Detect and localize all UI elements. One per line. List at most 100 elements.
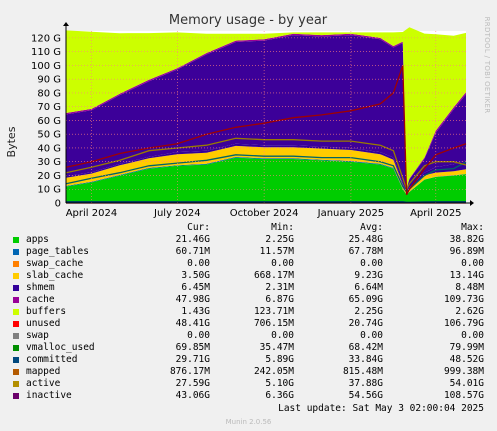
legend-cur: 6.45M	[181, 282, 210, 293]
legend-row-cache: cache 47.98G 6.87G 65.09G 109.73G	[10, 294, 492, 306]
legend-cur: 0.00	[187, 330, 210, 341]
legend-min: 2.31M	[265, 282, 294, 293]
legend-cur: 27.59G	[175, 378, 210, 389]
last-update: Last update: Sat May 3 02:00:04 2025	[278, 403, 484, 414]
header-avg: Avg:	[360, 222, 383, 233]
legend-row-committed: committed 29.71G 5.89G 33.84G 48.52G	[10, 354, 492, 366]
legend-row-mapped: mapped 876.17M 242.05M 815.48M 999.38M	[10, 366, 492, 378]
y-axis-arrow	[63, 22, 69, 26]
legend-max: 8.48M	[455, 282, 484, 293]
y-tick-label: 10 G	[37, 185, 61, 196]
line-committed	[65, 154, 467, 194]
legend-name: slab_cache	[26, 270, 84, 281]
header-min: Min:	[271, 222, 294, 233]
header-cur: Cur:	[187, 222, 210, 233]
y-tick-label: 40 G	[37, 143, 61, 154]
y-tick-label: 50 G	[37, 130, 61, 141]
legend-max: 999.38M	[443, 366, 484, 377]
legend-avg: 67.78M	[348, 246, 383, 257]
legend-row-shmem: shmem 6.45M 2.31M 6.64M 8.48M	[10, 282, 492, 294]
legend-max: 38.82G	[449, 234, 484, 245]
legend-name: page_tables	[26, 246, 89, 257]
area-apps	[66, 157, 466, 203]
legend-min: 706.15M	[253, 318, 294, 329]
y-tick-label: 30 G	[37, 157, 61, 168]
munin-version: Munin 2.0.56	[225, 418, 272, 426]
legend-cur: 0.00	[187, 258, 210, 269]
y-tick-label: 0	[55, 199, 61, 210]
legend-cur: 21.46G	[175, 234, 210, 245]
line-active	[65, 137, 467, 191]
legend-avg: 2.25G	[354, 306, 383, 317]
legend-name: vmalloc_used	[26, 342, 95, 353]
legend-name: inactive	[26, 390, 72, 401]
legend-row-unused: unused 48.41G 706.15M 20.74G 106.79G	[10, 318, 492, 330]
legend-min: 11.57M	[259, 246, 294, 257]
area-unused	[66, 27, 466, 188]
legend-max: 54.01G	[449, 378, 484, 389]
legend-max: 79.99M	[449, 342, 484, 353]
y-tick-label: 20 G	[37, 171, 61, 182]
legend-swatch	[13, 309, 19, 315]
legend-max: 0.00	[461, 330, 484, 341]
legend-avg: 33.84G	[348, 354, 383, 365]
legend-name: buffers	[26, 306, 67, 317]
legend-swatch	[13, 381, 19, 387]
legend-cur: 43.06G	[175, 390, 210, 401]
legend-cur: 69.85M	[175, 342, 210, 353]
legend-min: 0.00	[271, 258, 294, 269]
legend-row-vmalloc_used: vmalloc_used 69.85M 35.47M 68.42M 79.99M	[10, 342, 492, 354]
legend-header: Cur: Min: Avg: Max:	[10, 222, 492, 234]
legend-min: 6.36G	[265, 390, 294, 401]
y-axis-ticks: 0 10 G 20 G 30 G 40 G 50 G 60 G 70 G 80 G 90 G 100…	[31, 33, 61, 209]
y-tick-label: 70 G	[37, 102, 61, 113]
legend-name: cache	[26, 294, 55, 305]
legend-min: 6.87G	[265, 294, 294, 305]
legend-swatch	[13, 237, 19, 243]
x-axis-ticks: April 2024 July 2024 October 2024 January 2…	[66, 208, 462, 219]
y-tick-label: 110 G	[31, 47, 61, 58]
legend-avg: 20.74G	[348, 318, 383, 329]
legend-cur: 29.71G	[175, 354, 210, 365]
legend-name: shmem	[26, 282, 55, 293]
legend-row-swap_cache: swap_cache 0.00 0.00 0.00 0.00	[10, 258, 492, 270]
header-max: Max:	[461, 222, 484, 233]
legend-avg: 54.56G	[348, 390, 383, 401]
legend-swatch	[13, 297, 19, 303]
y-tick-label: 90 G	[37, 75, 61, 86]
legend-swatch	[13, 285, 19, 291]
legend-max: 2.62G	[455, 306, 484, 317]
legend-min: 242.05M	[253, 366, 294, 377]
legend-max: 0.00	[461, 258, 484, 269]
legend-cur: 876.17M	[169, 366, 210, 377]
legend-swatch	[13, 273, 19, 279]
legend-swatch	[13, 261, 19, 267]
legend-name: apps	[26, 234, 49, 245]
legend-avg: 6.64M	[354, 282, 383, 293]
legend-name: committed	[26, 354, 78, 365]
legend-row-buffers: buffers 1.43G 123.71M 2.25G 2.62G	[10, 306, 492, 318]
legend-cur: 1.43G	[181, 306, 210, 317]
legend-avg: 37.88G	[348, 378, 383, 389]
area-slab_cache	[66, 145, 466, 195]
legend-avg: 0.00	[360, 330, 383, 341]
chart-title: Memory usage - by year	[169, 13, 328, 28]
y-tick-label: 60 G	[37, 116, 61, 127]
legend-swatch	[13, 357, 19, 363]
legend-cur: 60.71M	[175, 246, 210, 257]
legend-max: 96.89M	[449, 246, 484, 257]
legend-row-active: active 27.59G 5.10G 37.88G 54.01G	[10, 378, 492, 390]
rrdtool-credit: RRDTOOL / TOBI OETIKER	[483, 17, 491, 114]
line-mapped	[66, 201, 466, 203]
stacked-areas	[66, 27, 466, 203]
line-inactive	[65, 65, 467, 195]
y-axis-label: Bytes	[5, 126, 18, 157]
legend-avg: 0.00	[360, 258, 383, 269]
legend-min: 123.71M	[253, 306, 294, 317]
legend-avg: 815.48M	[342, 366, 383, 377]
memory-usage-chart: Memory usage - by year Bytes RRDTOOL / T…	[5, 13, 491, 219]
legend-swatch	[13, 249, 19, 255]
legend-min: 35.47M	[259, 342, 294, 353]
legend-cur: 3.50G	[181, 270, 210, 281]
legend-name: swap	[26, 330, 49, 341]
